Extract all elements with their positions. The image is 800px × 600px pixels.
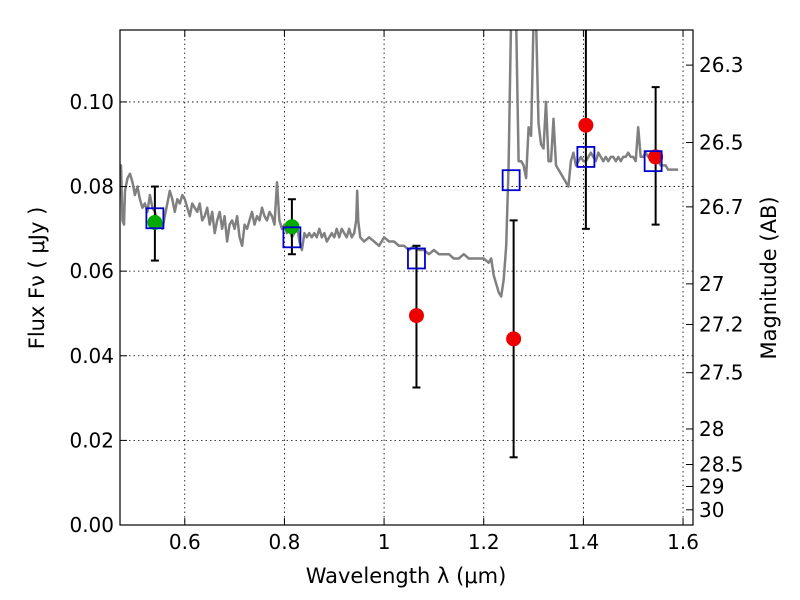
y-axis-label: Flux Fν ( μJy )	[25, 207, 49, 350]
model-point	[501, 169, 521, 192]
x-tick-label: 1.4	[567, 530, 599, 554]
observed-point	[408, 308, 424, 324]
y-tick-label: 0.10	[69, 90, 114, 114]
model-point	[407, 247, 426, 270]
right-tick-label: 29	[699, 475, 724, 499]
right-axis-label: Magnitude (AB)	[757, 196, 781, 359]
right-tick-label: 27.2	[699, 312, 744, 336]
plot-frame	[119, 29, 694, 526]
model-point	[576, 146, 596, 168]
x-tick-label: 1.6	[667, 530, 699, 554]
plot-area	[120, 30, 679, 459]
observed-point	[147, 215, 163, 230]
right-tick-label: 26.5	[699, 131, 744, 155]
x-tick-label: 1	[378, 530, 391, 554]
observed-point	[648, 149, 664, 165]
x-tick-label: 0.6	[169, 530, 201, 554]
grid-lines	[120, 30, 693, 526]
observed-point	[578, 117, 594, 133]
model-point	[282, 226, 302, 249]
x-tick-label: 1.2	[468, 530, 500, 554]
y-tick-label: 0.04	[69, 344, 114, 368]
model-point	[643, 150, 663, 173]
y-tick-label: 0.00	[69, 513, 114, 537]
y-tick-label: 0.08	[69, 175, 114, 199]
x-axis-label: Wavelength λ (μm)	[306, 564, 507, 588]
right-tick-label: 28	[699, 417, 724, 441]
right-tick-label: 27	[699, 272, 724, 296]
right-tick-label: 26.7	[699, 195, 744, 219]
right-tick-label: 28.5	[699, 453, 744, 477]
axis-ticks: 0.6 0.8 1 1.2 1.4 1.6 0.00 0.02 0.04 0.06 0.08 0.10…	[69, 30, 744, 554]
right-tick-label: 26.3	[699, 53, 744, 77]
x-tick-label: 0.8	[269, 530, 301, 554]
y-tick-label: 0.02	[69, 428, 114, 452]
observed-point	[506, 331, 522, 347]
model-point	[145, 207, 165, 230]
y-tick-label: 0.06	[69, 259, 114, 283]
right-tick-label: 27.5	[699, 361, 744, 385]
right-tick-label: 30	[699, 498, 724, 522]
